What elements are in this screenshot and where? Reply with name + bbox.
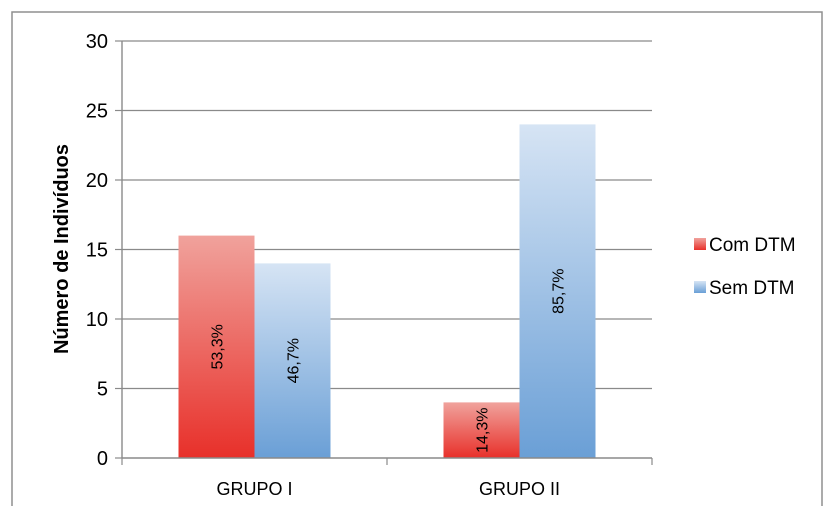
bar-data-label: 53,3% <box>210 324 227 369</box>
y-tick-label: 10 <box>86 309 108 331</box>
y-tick-label: 30 <box>86 31 108 53</box>
y-tick-label: 0 <box>97 448 108 470</box>
y-tick-label: 25 <box>86 101 108 123</box>
legend-swatch <box>694 238 706 250</box>
y-axis-title: Número de Indivíduos <box>51 144 73 354</box>
bar-sem-dtm <box>519 124 596 459</box>
bar-com-dtm <box>443 402 520 458</box>
axes: 0 5 10 15 20 25 30 GRUPO I GRUPO II <box>86 31 653 499</box>
data-labels: 53,3% 46,7% 14,3% 85,7% <box>210 269 568 453</box>
y-tick-label: 15 <box>86 240 108 262</box>
chart-frame <box>11 11 823 511</box>
legend-label: Sem DTM <box>709 278 795 299</box>
legend-swatch <box>694 281 706 293</box>
y-tick-label: 20 <box>86 170 108 192</box>
y-tick-label: 5 <box>97 379 108 401</box>
x-category-label: GRUPO I <box>216 479 292 499</box>
bar-data-label: 46,7% <box>286 338 303 383</box>
legend-label: Com DTM <box>709 235 796 256</box>
bar-sem-dtm <box>254 263 331 458</box>
x-category-label: GRUPO II <box>479 479 560 499</box>
bar-data-label: 14,3% <box>475 408 492 453</box>
bars <box>178 124 596 459</box>
legend: Com DTM Sem DTM <box>694 235 796 299</box>
bar-com-dtm <box>178 235 255 458</box>
bar-data-label: 85,7% <box>551 269 568 314</box>
